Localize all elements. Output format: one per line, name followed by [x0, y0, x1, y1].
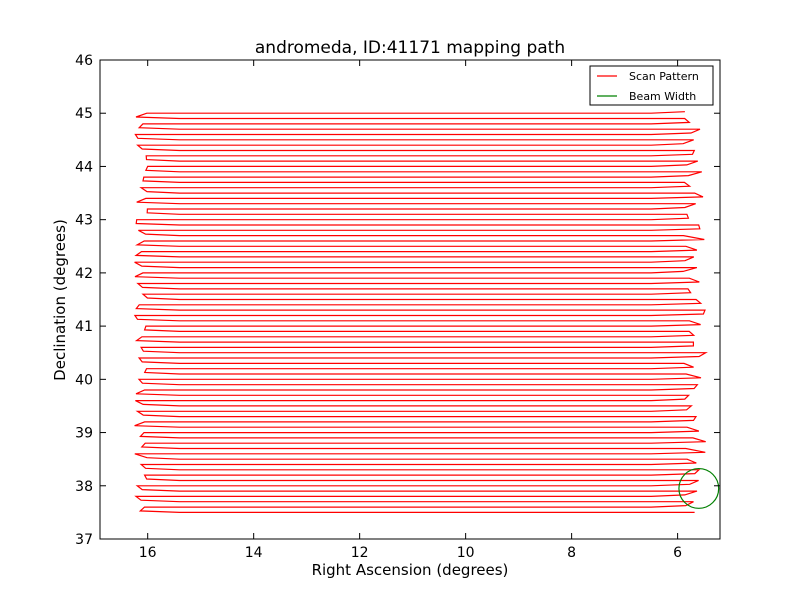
y-axis-ticks: 37 38 39 40 41 42 43 44 45 46 — [75, 53, 720, 548]
plot-frame — [99, 59, 721, 540]
y-tick-label: 43 — [75, 213, 93, 229]
x-tick-label: 8 — [567, 545, 576, 561]
beam-width-layer — [678, 467, 720, 509]
legend-label-scan-pattern: Scan Pattern — [629, 70, 699, 83]
x-axis-ticks: 16 14 12 10 8 6 — [139, 60, 682, 561]
x-tick-label: 10 — [457, 545, 475, 561]
beam-width-circle — [678, 467, 720, 509]
x-axis-label: Right Ascension (degrees) — [312, 561, 509, 579]
y-axis-label: Declination (degrees) — [51, 219, 69, 381]
y-tick-label: 39 — [75, 426, 93, 442]
x-tick-label: 16 — [139, 545, 157, 561]
y-tick-label: 42 — [75, 266, 93, 282]
legend: Scan Pattern Beam Width — [589, 65, 714, 106]
y-tick-label: 37 — [75, 532, 93, 548]
scan-pattern-layer — [133, 111, 708, 514]
y-tick-label: 38 — [75, 479, 93, 495]
y-tick-label: 41 — [75, 319, 93, 335]
legend-frame — [589, 65, 714, 106]
x-tick-label: 12 — [351, 545, 369, 561]
y-tick-label: 40 — [75, 372, 93, 388]
legend-label-beam-width: Beam Width — [629, 90, 696, 103]
y-tick-label: 44 — [75, 159, 93, 175]
chart-title: andromeda, ID:41171 mapping path — [255, 38, 565, 58]
scan-pattern-line — [133, 111, 708, 514]
y-tick-label: 46 — [75, 53, 93, 69]
y-tick-label: 45 — [75, 106, 93, 122]
x-tick-label: 14 — [245, 545, 263, 561]
x-tick-label: 6 — [673, 545, 682, 561]
